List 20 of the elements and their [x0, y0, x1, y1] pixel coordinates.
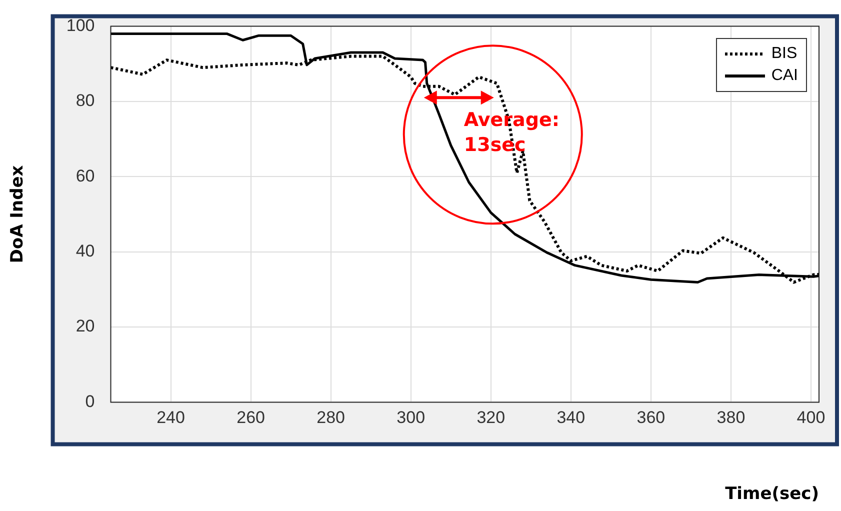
- y-axis-title: DoA Index: [8, 165, 28, 264]
- x-tick-label: 380: [716, 408, 746, 428]
- x-tick-label: 260: [236, 408, 265, 428]
- x-tick-label: 320: [476, 408, 506, 428]
- x-axis-title: Time(sec): [725, 484, 819, 504]
- x-tick-label: 400: [796, 408, 826, 428]
- x-tick-label: 300: [396, 408, 426, 428]
- x-tick-label: 280: [316, 408, 346, 428]
- legend-label: CAI: [771, 67, 798, 86]
- y-tick-label: 0: [85, 392, 95, 411]
- y-tick-label: 20: [76, 316, 95, 336]
- y-tick-label: 60: [76, 166, 95, 186]
- annotation: Average: 13sec: [464, 108, 560, 158]
- y-tick-label: 40: [76, 241, 95, 260]
- x-tick-label: 340: [556, 408, 586, 428]
- y-tick-label: 80: [76, 91, 95, 110]
- legend-label: BIS: [771, 45, 798, 64]
- x-tick-label: 360: [636, 408, 666, 428]
- x-tick-label: 240: [156, 408, 185, 428]
- y-tick-label: 100: [66, 16, 95, 35]
